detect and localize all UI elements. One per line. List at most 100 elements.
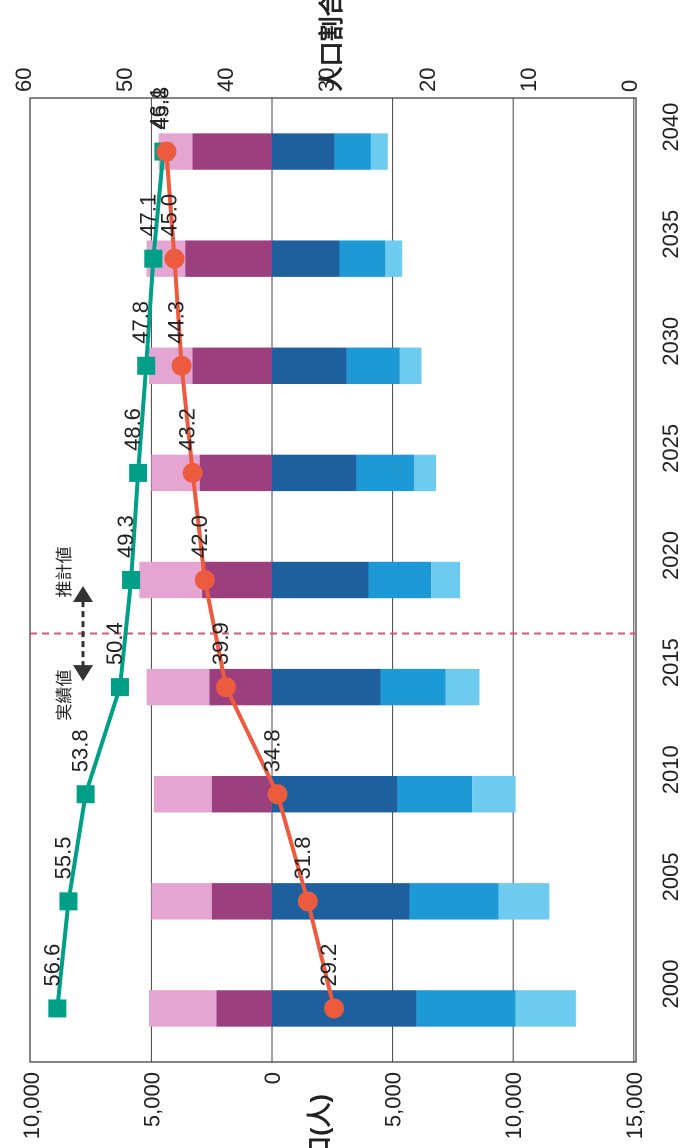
teal-marker: [129, 463, 148, 482]
bar-segment: [368, 561, 432, 599]
bar-segment: [185, 240, 272, 277]
bar-segment: [272, 240, 340, 277]
plot-area: 56.6 55.5 53.8 50.4 49.3 48.6 47.8 47.1 46.1 29.2…: [11, 0, 681, 1148]
category-tick-label: 2030: [658, 317, 681, 366]
orange-data-label: 42.0: [187, 515, 212, 558]
bar-segment: [146, 668, 210, 706]
bar-segment: [272, 347, 347, 384]
category-tick-label: 2015: [658, 638, 681, 687]
teal-data-label: 47.1: [135, 194, 160, 237]
bar-segment: [272, 561, 369, 599]
annotation-projected: 推計値: [55, 547, 74, 598]
bar-segment: [272, 776, 398, 813]
annotation-arrow-down-head: [73, 665, 93, 682]
bar-segment: [272, 990, 417, 1027]
teal-marker: [76, 785, 95, 804]
bar-segment: [414, 454, 437, 492]
bar-segment: [148, 990, 217, 1027]
teal-marker: [122, 571, 141, 589]
plot-frame: [29, 97, 637, 1063]
bar-segment: [346, 347, 400, 384]
bar-segment: [151, 883, 212, 920]
bar-segment: [192, 133, 272, 170]
orange-marker: [216, 677, 237, 698]
orange-data-label: 45.8: [148, 87, 173, 130]
orange-data-label: 29.2: [316, 944, 341, 987]
bar-segment: [334, 133, 371, 170]
category-tick-label: 2040: [658, 103, 681, 152]
bar-segment: [385, 240, 403, 277]
category-tick-label: 2000: [658, 959, 681, 1008]
category-tick-label: 2035: [658, 210, 681, 259]
right-axis-tick-label: 10: [516, 68, 541, 92]
annotation-actual: 実績値: [55, 670, 74, 721]
bar-segment: [216, 990, 272, 1027]
orange-data-label: 44.3: [164, 301, 189, 344]
orange-data-label: 31.8: [290, 837, 315, 880]
orange-marker: [194, 570, 215, 590]
bar-segment: [356, 454, 415, 492]
teal-data-label: 48.6: [120, 408, 145, 451]
bar-segment: [399, 347, 422, 384]
bar-segment: [139, 561, 203, 599]
category-tick-label: 2005: [658, 852, 681, 901]
left-axis-tick-label: 15,000: [622, 1072, 647, 1139]
orange-data-label: 43.2: [175, 408, 200, 451]
bar-segment: [192, 347, 272, 384]
teal-data-label: 49.3: [113, 515, 138, 558]
category-tick-label: 2020: [658, 531, 681, 580]
orange-marker: [164, 248, 185, 269]
bar-segment: [409, 883, 499, 920]
teal-data-label: 50.4: [102, 622, 127, 665]
right-axis-tick-label: 60: [11, 68, 36, 92]
teal-marker: [110, 678, 129, 697]
left-axis-tick-label: 5,000: [381, 1072, 406, 1127]
left-axis-tick-label: 5,000: [139, 1072, 164, 1127]
bar-segment: [211, 883, 272, 920]
teal-data-label: 46.1: [145, 87, 170, 130]
orange-marker: [171, 355, 192, 376]
bar-segment: [397, 776, 473, 813]
teal-data-label: 53.8: [68, 729, 93, 772]
bar-segment: [199, 454, 272, 492]
category-tick-label: 2025: [658, 424, 681, 473]
bar-segment: [380, 668, 446, 706]
orange-marker: [267, 784, 288, 805]
orange-marker: [297, 891, 318, 912]
orange-marker: [156, 141, 177, 162]
left-axis-tick-label: 10,000: [501, 1072, 526, 1139]
teal-data-label: 47.8: [128, 301, 153, 344]
teal-marker: [137, 356, 156, 375]
right-axis-tick-label: 50: [112, 68, 137, 92]
bar-segment: [416, 990, 516, 1027]
right-axis-tick-label: 40: [213, 68, 238, 92]
bar-segment: [272, 883, 410, 920]
orange-data-label: 45.0: [157, 194, 182, 237]
bar-segment: [498, 883, 550, 920]
teal-marker: [59, 892, 78, 911]
bar-segment: [472, 776, 516, 813]
orange-marker: [182, 462, 203, 483]
bar-segment: [272, 454, 357, 492]
teal-data-label: 55.5: [50, 837, 75, 880]
orange-data-label: 39.9: [208, 622, 233, 665]
bar-segment: [211, 776, 272, 813]
right-axis-tick-label: 30: [314, 68, 339, 92]
right-axis-title: 人口割合(%): [317, 0, 346, 91]
left-axis-tick-label: 10,000: [19, 1072, 44, 1139]
bar-segment: [339, 240, 386, 277]
left-axis-tick-label: 0: [260, 1072, 285, 1084]
bar-segment: [445, 668, 480, 706]
teal-marker: [144, 249, 163, 268]
bar-segment: [515, 990, 576, 1027]
right-axis-tick-label: 20: [415, 68, 440, 92]
bar-segment: [431, 561, 461, 599]
teal-marker: [48, 999, 67, 1018]
bar-segment: [370, 133, 388, 170]
orange-marker: [324, 998, 345, 1019]
bar-segment: [272, 668, 381, 706]
bar-segment: [153, 776, 212, 813]
category-tick-label: 2010: [658, 745, 681, 794]
right-axis-tick-label: 0: [617, 80, 642, 92]
